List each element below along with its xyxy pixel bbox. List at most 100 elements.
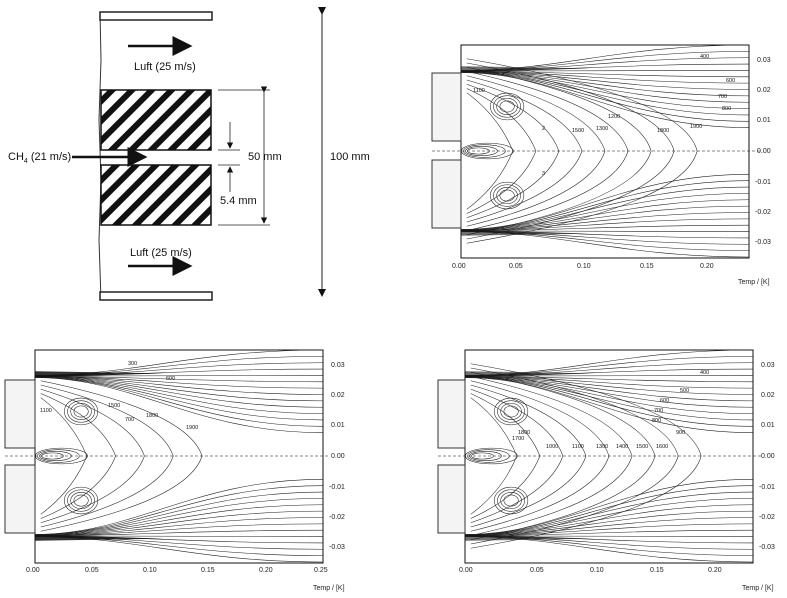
contour-line [460, 186, 750, 231]
contour-plot-1: 0.00 0.05 0.10 0.15 0.20 Temp / [K] 0.03… [431, 44, 771, 286]
contour-line [34, 485, 324, 535]
contour-line [464, 349, 754, 376]
contour-line [34, 376, 324, 414]
plot3-contour-label: 500 [680, 388, 689, 394]
plot3-ytick: 0.01 [761, 422, 775, 429]
plot1-contour-labels: 400 600 700 800 1100 1200 1300 1500 1800… [473, 54, 735, 177]
plot3-xtick: 0.15 [650, 567, 664, 574]
contour-line [464, 491, 754, 536]
plot1-contour-label: 1200 [608, 114, 620, 120]
dim-slot-label: 5.4 mm [220, 195, 257, 207]
plot3-nozzle-upper [437, 379, 466, 449]
vortex-contour [494, 486, 529, 515]
plot1-contour-label: 1500 [572, 128, 584, 134]
contour-line [460, 231, 750, 258]
plot3-contour-label: 700 [654, 408, 663, 414]
plot3-nozzle-lower [437, 464, 466, 534]
plot3-xtick: 0.20 [708, 567, 722, 574]
contour-line [34, 376, 324, 395]
plot2-y-axis: 0.03 0.02 0.01 0.00 -0.01 -0.02 -0.03 [329, 362, 345, 551]
vortex-contour [64, 486, 99, 515]
contour-line [34, 376, 324, 421]
contour-line [34, 377, 324, 427]
shear-layer [465, 534, 595, 541]
contour-line [460, 174, 750, 230]
bottom-wall [99, 291, 213, 301]
plot2-contour-label: 700 [125, 417, 134, 423]
plot2-ytick: -0.01 [329, 484, 345, 491]
contour-line [460, 72, 750, 122]
shear-layer [35, 534, 165, 541]
plot1-contour-label: 400 [700, 54, 709, 60]
plot2-xtick: 0.15 [201, 567, 215, 574]
plot2-nozzle-lower [4, 464, 36, 534]
contour-line [464, 376, 754, 421]
plot1-xtick: 0.15 [640, 263, 654, 270]
plot2-contour-labels: 300 600 1100 1500 700 1800 1900 [40, 361, 198, 431]
contour-line [470, 397, 518, 515]
plot2-frame [34, 349, 324, 564]
plot3-contour-label: 1300 [596, 444, 608, 450]
plot3-contour-label: 1700 [512, 436, 524, 442]
plot1-frame [460, 44, 750, 259]
plot3-contour-label: 1800 [518, 430, 530, 436]
plot3-ytick: -0.01 [759, 484, 775, 491]
contour-line [460, 71, 750, 84]
plot1-nozzle-upper [431, 72, 462, 142]
plot1-contour-label: 3 [542, 171, 545, 177]
plot3-xtick: 0.05 [530, 567, 544, 574]
plot3-contour-labels: 400 500 600 700 800 900 1000 1100 1300 1… [512, 370, 709, 450]
contour-line [464, 376, 754, 395]
shear-layer [35, 371, 165, 378]
plot2-xtick: 0.00 [26, 567, 40, 574]
contour-line [34, 376, 324, 408]
plot2-contour-label: 1900 [186, 425, 198, 431]
vortex-contour [500, 492, 522, 509]
shear-layer [465, 371, 595, 378]
contour-line [466, 66, 652, 236]
plot3-ytick: -0.02 [759, 514, 775, 521]
plot1-contour-label: 1900 [690, 124, 702, 130]
air-label-bottom: Luft (25 m/s) [130, 247, 192, 259]
plot2-xlabel: Temp / [K] [313, 585, 345, 592]
plot3-ytick: 0.03 [761, 362, 775, 369]
contour-line [464, 529, 754, 537]
plot2-ytick: -0.03 [329, 544, 345, 551]
vortex-contour [494, 397, 529, 426]
plot1-ytick: -0.01 [755, 179, 771, 186]
plot2-xtick: 0.05 [85, 567, 99, 574]
contour-line [34, 523, 324, 536]
plot1-contour-label: 800 [722, 106, 731, 112]
contour-line [470, 363, 702, 549]
plot2-xtick: 0.10 [143, 567, 157, 574]
contour-line [460, 71, 750, 97]
contour-line [470, 388, 564, 524]
plot1-xtick: 0.20 [700, 263, 714, 270]
plot1-nozzle-lower [431, 159, 462, 229]
contour-line [34, 510, 324, 536]
contour-line [464, 523, 754, 536]
vortex-contour [496, 98, 518, 115]
contour-line [460, 180, 750, 230]
contour-line [460, 218, 750, 231]
shear-layer [461, 229, 591, 236]
contour-line [34, 536, 324, 563]
plot3-y-axis: 0.03 0.02 0.01 0.00 -0.01 -0.02 -0.03 [759, 362, 775, 551]
contour-line [460, 205, 750, 231]
plot3-ytick: 0.00 [761, 453, 775, 460]
plot2-contour-label: 1500 [108, 403, 120, 409]
vortex-contour [73, 494, 89, 507]
plot3-contour-label: 1100 [572, 444, 584, 450]
bluff-body-upper [100, 89, 212, 151]
vortex-contour [73, 405, 89, 418]
air-label-top: Luft (25 m/s) [134, 61, 196, 73]
plot3-contour-label: 400 [700, 370, 709, 376]
contour-line [470, 376, 633, 536]
plot1-xtick: 0.10 [577, 263, 591, 270]
plot2-ytick: 0.02 [331, 392, 345, 399]
vortex-contour [64, 397, 99, 426]
plot1-ytick: -0.03 [755, 239, 771, 246]
dim-gap-label: 50 mm [248, 151, 282, 163]
contour-line [464, 536, 754, 563]
